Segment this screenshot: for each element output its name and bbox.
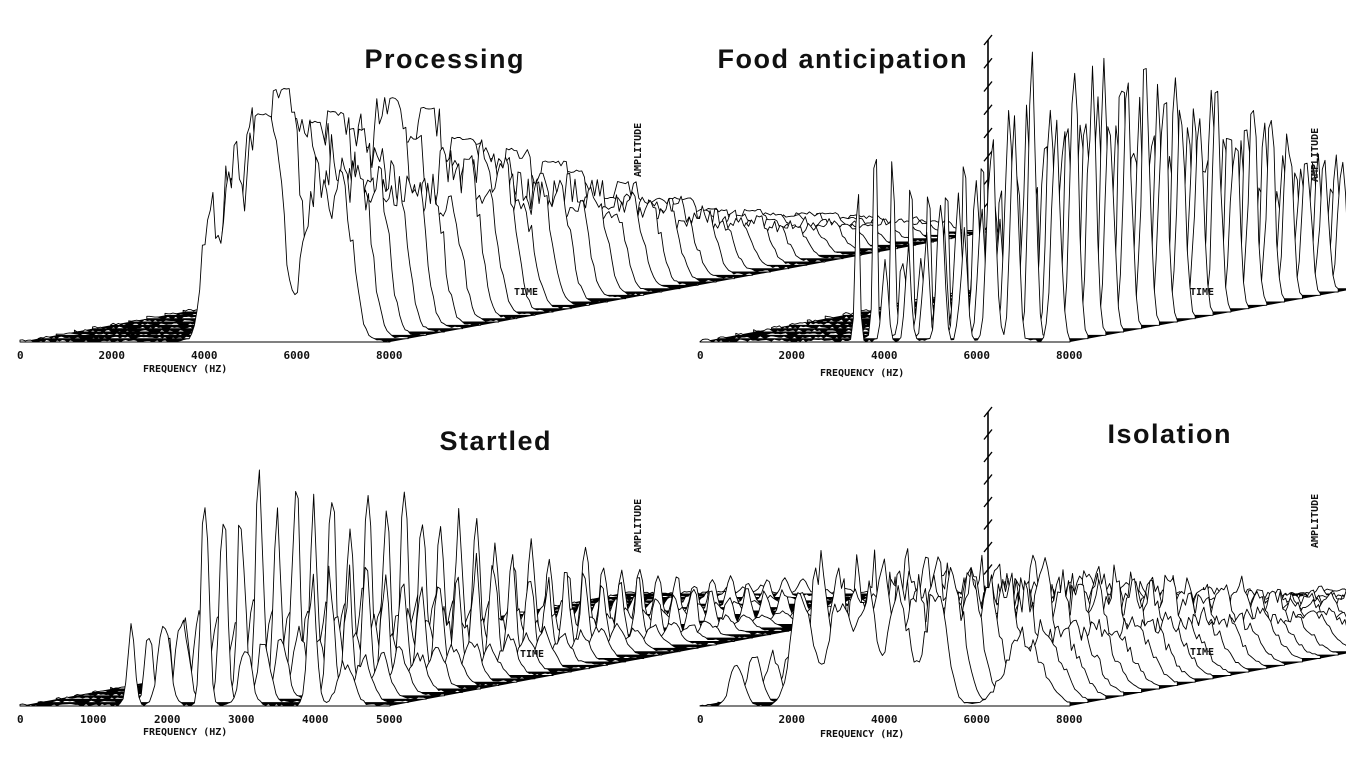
- isolation-frequency-label: FREQUENCY (HZ): [820, 729, 904, 740]
- startled-amplitude-tick: [983, 406, 993, 418]
- food-anticipation-tick: 8000: [1056, 349, 1083, 362]
- food-anticipation-spectrum-slice: [735, 65, 1107, 336]
- processing-tick: 4000: [191, 349, 218, 362]
- food-anticipation-tick: 2000: [779, 349, 806, 362]
- processing-tick: 6000: [284, 349, 311, 362]
- processing-tick: 8000: [376, 349, 403, 362]
- isolation-tick: 2000: [779, 713, 806, 726]
- startled-tick: 1000: [80, 713, 107, 726]
- food-anticipation-title: Food anticipation: [718, 44, 968, 74]
- startled-time-label: TIME: [520, 649, 544, 660]
- food-anticipation-surface: [699, 51, 1346, 343]
- processing-amplitude-label: AMPLITUDE: [633, 123, 644, 177]
- isolation-tick: 8000: [1056, 713, 1083, 726]
- isolation-tick-labels: 0 2000 4000 6000 8000: [697, 713, 1083, 726]
- processing-spectrum-slice: [19, 113, 391, 343]
- isolation-panel: Isolation AMPLITUDE TIME FREQUENCY (HZ) …: [697, 419, 1346, 740]
- processing-amplitude-tick: [983, 34, 993, 46]
- isolation-spectrum-slice: [699, 580, 1071, 707]
- startled-spectrum-slice: [19, 507, 391, 707]
- startled-amplitude-label: AMPLITUDE: [633, 499, 644, 553]
- startled-title: Startled: [439, 426, 552, 456]
- food-anticipation-tick-labels: 0 2000 4000 6000 8000: [697, 349, 1083, 362]
- processing-amplitude-tick: [983, 81, 993, 92]
- food-anticipation-time-label: TIME: [1190, 287, 1214, 298]
- startled-frequency-label: FREQUENCY (HZ): [143, 727, 227, 738]
- startled-amplitude-tick: [983, 429, 993, 440]
- startled-tick: 5000: [376, 713, 403, 726]
- processing-panel: Processing AMPLITUDE TIME FREQUENCY (HZ)…: [17, 34, 993, 375]
- food-anticipation-tick: 0: [697, 349, 704, 362]
- startled-amplitude-tick: [983, 474, 993, 485]
- startled-tick: 3000: [228, 713, 255, 726]
- food-anticipation-frequency-label: FREQUENCY (HZ): [820, 368, 904, 379]
- processing-frequency-label: FREQUENCY (HZ): [143, 364, 227, 375]
- startled-amplitude-tick: [983, 564, 993, 575]
- isolation-tick: 4000: [871, 713, 898, 726]
- processing-amplitude-tick: [983, 57, 993, 69]
- isolation-surface: [699, 548, 1346, 707]
- processing-time-label: TIME: [514, 287, 538, 298]
- startled-amplitude-tick: [983, 496, 993, 508]
- food-anticipation-spectrum-slice: [717, 51, 1089, 340]
- startled-panel: Startled AMPLITUDE TIME FREQUENCY (HZ) 0…: [17, 406, 993, 738]
- food-anticipation-panel: Food anticipation AMPLITUDE TIME FREQUEN…: [697, 44, 1346, 379]
- startled-amplitude-axis: [983, 406, 993, 598]
- processing-surface: [19, 88, 989, 343]
- processing-amplitude-tick: [983, 150, 993, 162]
- isolation-amplitude-label: AMPLITUDE: [1310, 494, 1321, 548]
- startled-amplitude-tick: [983, 519, 993, 530]
- processing-amplitude-tick: [983, 127, 993, 139]
- processing-amplitude-tick: [983, 104, 993, 116]
- processing-tick: 0: [17, 349, 24, 362]
- isolation-tick: 0: [697, 713, 704, 726]
- startled-tick: 4000: [302, 713, 329, 726]
- food-anticipation-tick: 6000: [964, 349, 991, 362]
- startled-surface: [19, 469, 989, 707]
- food-anticipation-tick: 4000: [871, 349, 898, 362]
- food-anticipation-amplitude-label: AMPLITUDE: [1310, 128, 1321, 182]
- processing-tick-labels: 0 2000 4000 6000 8000: [17, 349, 403, 362]
- food-anticipation-spectrum-slice: [699, 115, 1071, 343]
- startled-tick-labels: 0 1000 2000 3000 4000 5000: [17, 713, 403, 726]
- processing-tick: 2000: [99, 349, 126, 362]
- isolation-title: Isolation: [1107, 419, 1232, 449]
- processing-title: Processing: [364, 44, 525, 74]
- startled-tick: 2000: [154, 713, 181, 726]
- isolation-tick: 6000: [964, 713, 991, 726]
- startled-amplitude-tick: [983, 451, 993, 463]
- startled-tick: 0: [17, 713, 24, 726]
- isolation-time-label: TIME: [1190, 647, 1214, 658]
- startled-amplitude-tick: [983, 541, 993, 553]
